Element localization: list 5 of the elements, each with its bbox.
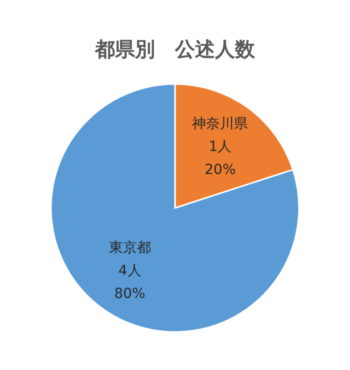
chart-title: 都県別 公述人数 <box>94 37 256 61</box>
slice-label: 神奈川県 <box>192 116 248 132</box>
slice-label: 東京都 <box>108 240 151 256</box>
data-label: 4人 80% <box>114 263 146 302</box>
data-label: 1人 20% <box>204 138 236 178</box>
